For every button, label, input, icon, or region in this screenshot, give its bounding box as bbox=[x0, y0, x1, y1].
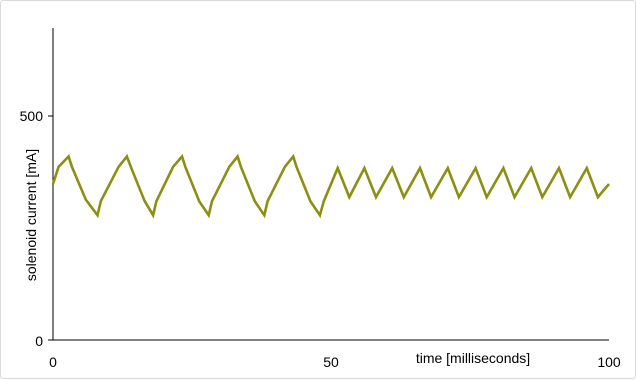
x-tick-label-50: 50 bbox=[323, 354, 339, 370]
y-tick-label-500: 500 bbox=[20, 108, 44, 124]
x-axis-title: time [milliseconds] bbox=[416, 350, 530, 366]
y-axis-title: solenoid current [mA] bbox=[23, 149, 39, 281]
x-tick-label-0: 0 bbox=[49, 354, 57, 370]
x-tick-label-100: 100 bbox=[597, 354, 621, 370]
solenoid-current-series-line bbox=[51, 153, 610, 219]
y-tick-label-0: 0 bbox=[35, 333, 43, 349]
